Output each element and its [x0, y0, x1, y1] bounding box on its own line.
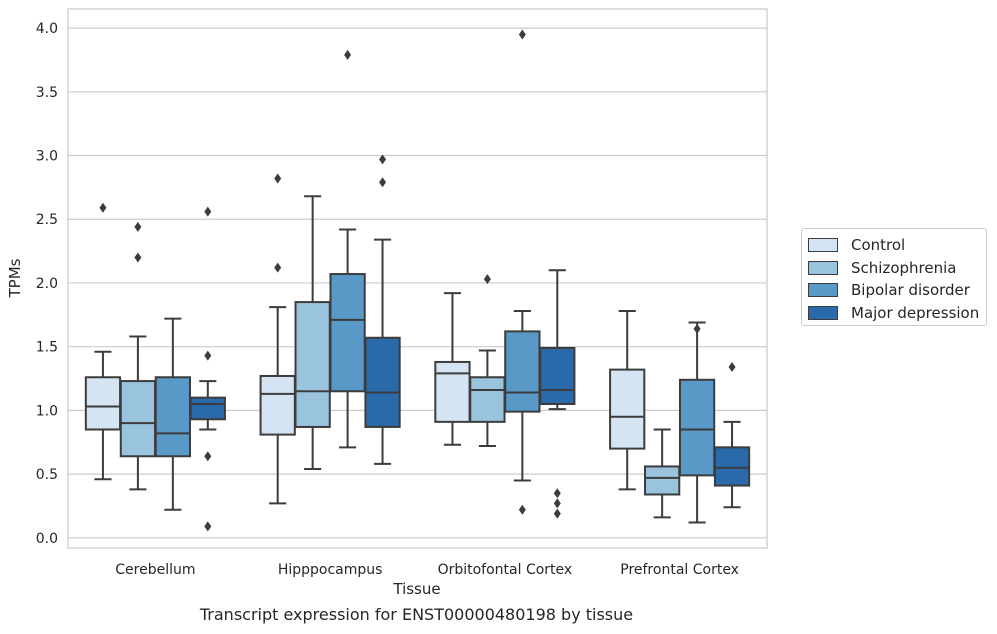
outlier-point	[274, 173, 282, 184]
legend-swatch-control	[808, 238, 838, 253]
legend-item-major-depression: Major depression	[808, 302, 980, 325]
box	[364, 336, 401, 428]
x-tick-label: Hipppocampus	[278, 562, 383, 578]
outlier-point	[134, 252, 142, 263]
box	[154, 376, 191, 458]
y-tick-label: 3.0	[36, 149, 58, 165]
outlier-point	[204, 451, 212, 462]
outlier-point	[344, 49, 352, 60]
outlier-point	[553, 498, 561, 509]
legend-swatch-bipolar-disorder	[808, 283, 838, 298]
legend-label-major-depression: Major depression	[851, 303, 980, 322]
outlier-point	[553, 488, 561, 499]
outlier-point	[483, 274, 491, 285]
y-tick-label: 0.0	[36, 531, 58, 547]
box	[539, 346, 576, 406]
legend: Control Schizophrenia Bipolar disorder M…	[801, 228, 987, 326]
y-tick-label: 2.0	[36, 276, 58, 292]
legend-label-bipolar-disorder: Bipolar disorder	[851, 281, 970, 300]
outlier-point	[379, 154, 387, 165]
y-axis-ticks: 0.0 0.5 1.0 1.5 2.0 2.5 3.0 3.5 4.0	[36, 21, 58, 547]
outlier-point	[204, 206, 212, 217]
y-tick-label: 1.5	[36, 340, 58, 356]
outlier-point	[518, 29, 526, 40]
outlier-point	[728, 362, 736, 373]
outlier-point	[274, 262, 282, 273]
legend-swatch-schizophrenia	[808, 260, 838, 275]
box	[609, 368, 646, 450]
x-tick-label: Prefrontal Cortex	[620, 562, 739, 578]
outlier-point	[204, 350, 212, 361]
y-tick-label: 0.5	[36, 467, 58, 483]
box	[84, 376, 122, 431]
box-plot-area	[84, 29, 751, 532]
y-tick-label: 1.0	[36, 403, 58, 419]
legend-swatch-major-depression	[808, 305, 838, 320]
box	[294, 301, 331, 428]
y-axis-label: TPMs	[6, 258, 24, 298]
outlier-point	[204, 521, 212, 532]
box	[644, 465, 681, 496]
outlier-point	[553, 508, 561, 519]
box	[189, 396, 226, 421]
outlier-point	[518, 504, 526, 515]
x-axis-label: Tissue	[392, 580, 440, 598]
outlier-point	[693, 323, 701, 334]
box	[469, 376, 506, 423]
legend-item-schizophrenia: Schizophrenia	[808, 257, 980, 280]
box	[119, 380, 157, 458]
outlier-point	[379, 177, 387, 188]
outlier-point	[99, 202, 107, 213]
legend-label-control: Control	[851, 236, 906, 255]
y-tick-label: 4.0	[36, 21, 58, 37]
y-tick-label: 2.5	[36, 212, 58, 228]
plot-frame	[67, 8, 768, 549]
box	[329, 273, 366, 393]
chart-caption: Transcript expression for ENST0000048019…	[199, 605, 634, 624]
box	[713, 446, 751, 487]
outlier-point	[134, 221, 142, 232]
y-tick-label: 3.5	[36, 85, 58, 101]
box	[504, 330, 541, 413]
box	[678, 378, 716, 477]
x-tick-label: Cerebellum	[115, 562, 195, 578]
box	[434, 360, 471, 423]
x-axis-ticks: Cerebellum Hipppocampus Orbitofontal Corte…	[115, 562, 739, 578]
legend-label-schizophrenia: Schizophrenia	[851, 258, 957, 277]
box	[259, 374, 296, 436]
legend-item-bipolar-disorder: Bipolar disorder	[808, 279, 980, 302]
legend-item-control: Control	[808, 234, 980, 257]
x-tick-label: Orbitofontal Cortex	[438, 562, 573, 578]
